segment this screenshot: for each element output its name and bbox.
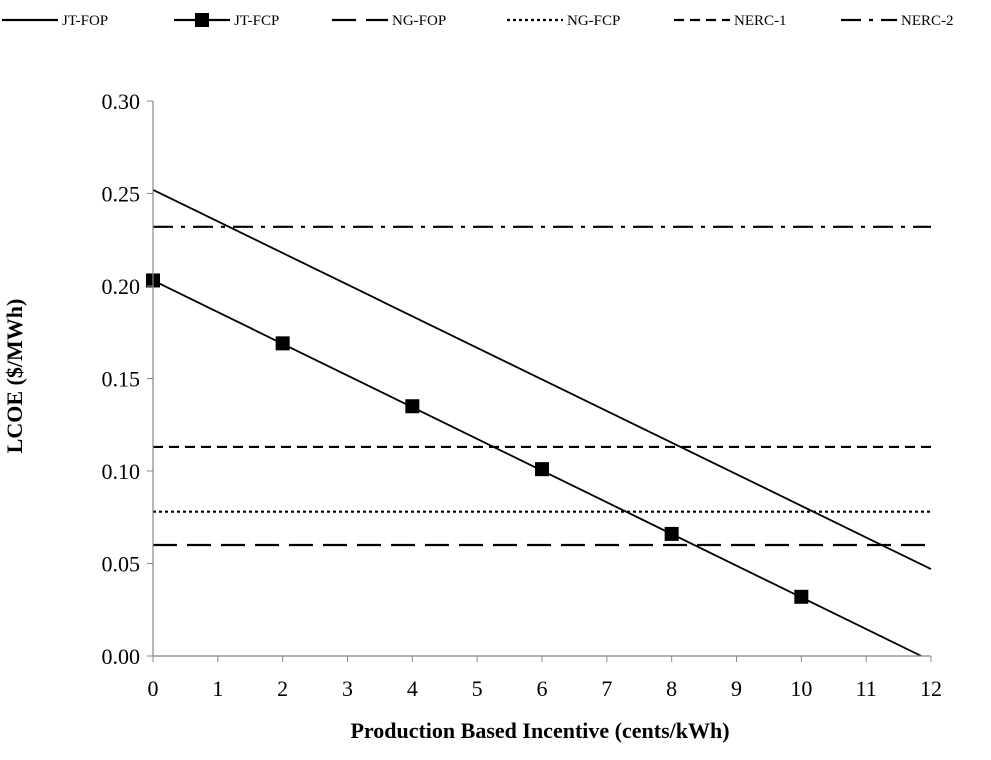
- legend-item-jt-fcp: JT-FCP: [174, 13, 279, 29]
- x-tick-label: 2: [277, 676, 288, 701]
- series-layer: [146, 188, 932, 657]
- legend-item-ng-fop: NG-FOP: [332, 13, 446, 29]
- y-tick-label: 0.05: [102, 552, 141, 577]
- series-line-jt-fop: [152, 188, 932, 570]
- legend-item-nerc-2: NERC-2: [841, 13, 954, 29]
- x-tick-label: 4: [407, 676, 418, 701]
- y-axis-title: LCOE ($/MWh): [2, 299, 27, 454]
- legend: JT-FOP JT-FCP NG-FOP NG-FCP NERC-1 NERC-2: [2, 13, 954, 29]
- data-point-jt-fcp: [535, 462, 549, 477]
- legend-item-ng-fcp: NG-FCP: [507, 13, 620, 29]
- y-tick-label: 0.15: [102, 367, 141, 392]
- legend-item-nerc-1: NERC-1: [674, 13, 787, 29]
- data-point-jt-fcp: [664, 526, 679, 541]
- x-axis-title: Production Based Incentive (cents/kWh): [350, 718, 729, 743]
- x-tick-label: 8: [666, 676, 677, 701]
- legend-marker-jt-fcp: [195, 13, 209, 27]
- axes: 0 1 2 3 4 5 6 7 8 9 10 11 120.000.050.100.150.200.25…: [102, 89, 943, 701]
- y-tick-label: 0.25: [102, 182, 141, 207]
- x-tick-label: 5: [472, 676, 483, 701]
- y-tick-label: 0.30: [102, 89, 141, 114]
- data-point-jt-fcp: [405, 399, 420, 414]
- x-tick-label: 10: [790, 676, 812, 701]
- x-tick-label: 9: [731, 676, 742, 701]
- legend-label-nerc-1: NERC-1: [734, 13, 787, 29]
- legend-label-jt-fop: JT-FOP: [62, 13, 108, 29]
- x-tick-label: 7: [601, 676, 612, 701]
- legend-label-ng-fop: NG-FOP: [392, 13, 446, 29]
- legend-label-ng-fcp: NG-FCP: [567, 13, 620, 29]
- y-tick-label: 0.10: [102, 459, 141, 484]
- legend-item-jt-fop: JT-FOP: [2, 13, 108, 29]
- legend-label-jt-fcp: JT-FCP: [234, 13, 279, 29]
- data-point-jt-fcp: [794, 589, 809, 604]
- x-tick-label: 12: [920, 676, 942, 701]
- x-tick-label: 6: [537, 676, 548, 701]
- x-tick-label: 0: [148, 676, 159, 701]
- legend-label-nerc-2: NERC-2: [901, 13, 954, 29]
- data-point-jt-fcp: [275, 336, 290, 351]
- y-tick-label: 0.00: [102, 644, 141, 669]
- y-tick-label: 0.20: [102, 274, 141, 299]
- x-tick-label: 1: [212, 676, 223, 701]
- x-tick-label: 3: [342, 676, 353, 701]
- x-tick-label: 11: [856, 676, 877, 701]
